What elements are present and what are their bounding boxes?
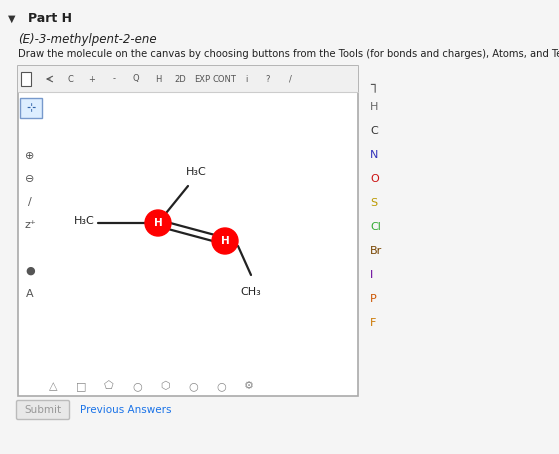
Text: ▼: ▼ — [8, 14, 16, 24]
Text: /: / — [288, 74, 291, 84]
Text: z⁺: z⁺ — [24, 220, 36, 230]
Text: i: i — [245, 74, 247, 84]
Text: ●: ● — [25, 266, 35, 276]
FancyBboxPatch shape — [17, 400, 69, 419]
Text: Q: Q — [132, 74, 139, 84]
Text: Br: Br — [370, 246, 382, 256]
Text: CONT: CONT — [212, 74, 236, 84]
Bar — [18, 66, 358, 396]
Bar — [20, 98, 42, 118]
Text: H: H — [370, 102, 378, 112]
Text: A: A — [26, 289, 34, 299]
Text: O: O — [370, 174, 379, 184]
Text: N: N — [370, 150, 378, 160]
Text: ⊕: ⊕ — [25, 151, 35, 161]
Text: ⊖: ⊖ — [25, 174, 35, 184]
Text: ○: ○ — [188, 381, 198, 391]
Text: ⊹: ⊹ — [26, 103, 36, 113]
Text: (E)-3-methylpent-2-ene: (E)-3-methylpent-2-ene — [18, 33, 157, 45]
Bar — [21, 72, 31, 86]
Text: S: S — [370, 198, 377, 208]
Circle shape — [145, 210, 171, 236]
Bar — [18, 66, 358, 92]
Text: Cl: Cl — [370, 222, 381, 232]
Text: □: □ — [76, 381, 86, 391]
Text: Draw the molecule on the canvas by choosing buttons from the Tools (for bonds an: Draw the molecule on the canvas by choos… — [18, 49, 559, 59]
Text: C: C — [370, 126, 378, 136]
Text: H: H — [221, 236, 229, 246]
Text: △: △ — [49, 381, 57, 391]
Text: Part H: Part H — [28, 13, 72, 25]
Text: -: - — [112, 74, 116, 84]
Text: Previous Answers: Previous Answers — [80, 405, 172, 415]
Text: ⚙: ⚙ — [244, 381, 254, 391]
Text: ?: ? — [266, 74, 270, 84]
Circle shape — [212, 228, 238, 254]
Text: H: H — [154, 218, 162, 228]
Text: ⬡: ⬡ — [160, 381, 170, 391]
Text: /: / — [28, 197, 32, 207]
Text: +: + — [88, 74, 96, 84]
Text: H₃C: H₃C — [74, 216, 95, 226]
Text: ┐: ┐ — [370, 78, 378, 92]
Text: Submit: Submit — [25, 405, 61, 415]
Text: H: H — [155, 74, 161, 84]
Text: I: I — [370, 270, 373, 280]
Text: CH₃: CH₃ — [240, 287, 262, 297]
Text: H₃C: H₃C — [186, 167, 207, 177]
Text: F: F — [370, 318, 376, 328]
Text: C: C — [67, 74, 73, 84]
Text: ○: ○ — [132, 381, 142, 391]
Text: EXP: EXP — [194, 74, 210, 84]
Text: 2D: 2D — [174, 74, 186, 84]
Text: P: P — [370, 294, 377, 304]
Text: ⬠: ⬠ — [104, 381, 114, 391]
Text: ○: ○ — [216, 381, 226, 391]
